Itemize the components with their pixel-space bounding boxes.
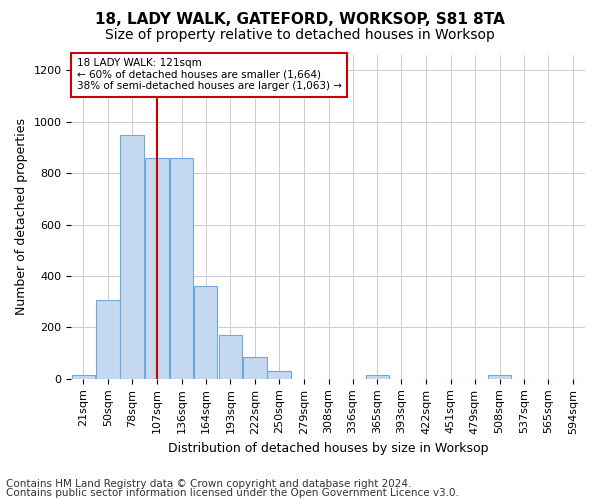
Bar	[97, 300, 120, 379]
Text: 18 LADY WALK: 121sqm
← 60% of detached houses are smaller (1,664)
38% of semi-de: 18 LADY WALK: 121sqm ← 60% of detached h…	[77, 58, 341, 92]
Y-axis label: Number of detached properties: Number of detached properties	[15, 118, 28, 316]
Bar	[194, 286, 217, 379]
Bar	[170, 158, 193, 379]
Text: Contains public sector information licensed under the Open Government Licence v3: Contains public sector information licen…	[6, 488, 459, 498]
Text: Contains HM Land Registry data © Crown copyright and database right 2024.: Contains HM Land Registry data © Crown c…	[6, 479, 412, 489]
Bar	[488, 375, 511, 379]
X-axis label: Distribution of detached houses by size in Worksop: Distribution of detached houses by size …	[168, 442, 488, 455]
Bar	[365, 375, 389, 379]
Text: 18, LADY WALK, GATEFORD, WORKSOP, S81 8TA: 18, LADY WALK, GATEFORD, WORKSOP, S81 8T…	[95, 12, 505, 28]
Bar	[244, 357, 267, 379]
Bar	[145, 158, 169, 379]
Bar	[121, 134, 144, 379]
Bar	[268, 371, 291, 379]
Bar	[218, 335, 242, 379]
Bar	[71, 375, 95, 379]
Text: Size of property relative to detached houses in Worksop: Size of property relative to detached ho…	[105, 28, 495, 42]
